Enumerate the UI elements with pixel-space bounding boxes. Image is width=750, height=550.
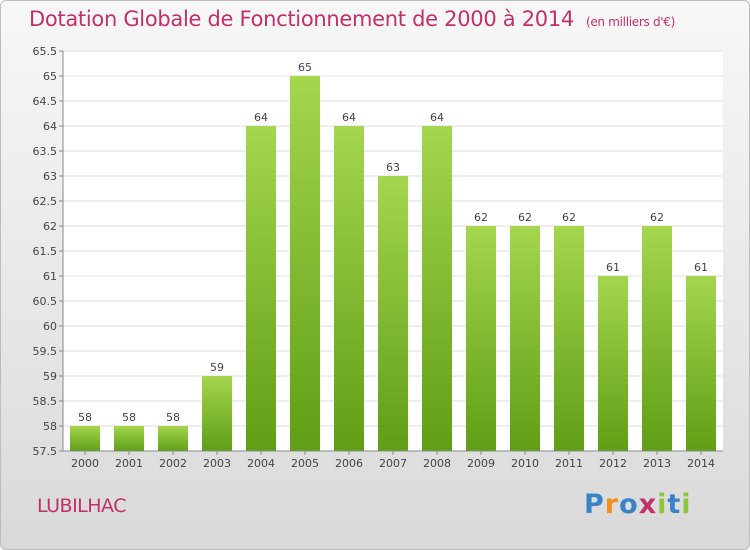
bar-2007	[378, 176, 408, 451]
bar-2006	[334, 126, 364, 451]
x-tick-label: 2006	[335, 457, 363, 470]
x-tick-label: 2008	[423, 457, 451, 470]
axes	[59, 50, 723, 455]
bar-2002	[158, 426, 188, 451]
y-tick-label: 58	[43, 420, 57, 433]
y-tick-label: 63	[43, 170, 57, 183]
x-tick-label: 2001	[115, 457, 143, 470]
y-tick-label: 65.5	[33, 45, 58, 58]
data-label: 64	[254, 111, 268, 124]
x-tick-label: 2003	[203, 457, 231, 470]
data-label: 62	[474, 211, 488, 224]
y-tick-label: 60	[43, 320, 57, 333]
chart-title: Dotation Globale de Fonctionnement de 20…	[29, 7, 675, 31]
x-tick-label: 2000	[71, 457, 99, 470]
y-tick-label: 60.5	[33, 295, 58, 308]
place-name: LUBILHAC	[37, 495, 127, 517]
bar-2004	[246, 126, 276, 451]
x-tick-label: 2002	[159, 457, 187, 470]
x-tick-label: 2005	[291, 457, 319, 470]
x-tick-labels: 2000 2001 2002 2003 2004 2005 2006 2007 2008 2009…	[71, 457, 715, 470]
x-tick-label: 2009	[467, 457, 495, 470]
x-tick-label: 2010	[511, 457, 539, 470]
x-tick-label: 2014	[687, 457, 715, 470]
x-tick-label: 2012	[599, 457, 627, 470]
data-label: 61	[606, 261, 620, 274]
bar-2014	[686, 276, 716, 451]
y-tick-label: 59	[43, 370, 57, 383]
chart-subtitle: (en milliers d'€)	[585, 15, 675, 29]
data-label: 59	[210, 361, 224, 374]
proxiti-logo[interactable]: Proxiti	[584, 489, 692, 520]
data-label: 63	[386, 161, 400, 174]
y-tick-label: 65	[43, 70, 57, 83]
data-label: 62	[562, 211, 576, 224]
y-tick-label: 59.5	[33, 345, 58, 358]
data-label: 58	[122, 411, 136, 424]
y-tick-labels: 57.5 58 58.5 59 59.5 60 60.5 61 61.5 62 62.5 63 63.5…	[33, 45, 58, 458]
x-tick-label: 2004	[247, 457, 275, 470]
y-tick-label: 61	[43, 270, 57, 283]
title-text: Dotation Globale de Fonctionnement de 20…	[29, 7, 574, 31]
x-tick-label: 2007	[379, 457, 407, 470]
data-label: 65	[298, 61, 312, 74]
bar-2000	[70, 426, 100, 451]
y-tick-label: 64	[43, 120, 57, 133]
bar-2005	[290, 76, 320, 451]
data-label: 58	[78, 411, 92, 424]
y-tick-label: 63.5	[33, 145, 58, 158]
data-label: 58	[166, 411, 180, 424]
bar-2012	[598, 276, 628, 451]
y-tick-label: 61.5	[33, 245, 58, 258]
bar-2009	[466, 226, 496, 451]
bar-2010	[510, 226, 540, 451]
y-tick-label: 57.5	[33, 445, 58, 458]
data-label: 64	[430, 111, 444, 124]
x-tick-label: 2013	[643, 457, 671, 470]
x-tick-label: 2011	[555, 457, 583, 470]
y-tick-label: 64.5	[33, 95, 58, 108]
bar-2011	[554, 226, 584, 451]
bars	[70, 76, 716, 451]
bar-2003	[202, 376, 232, 451]
bar-2013	[642, 226, 672, 451]
y-tick-label: 62.5	[33, 195, 58, 208]
bar-2008	[422, 126, 452, 451]
data-label: 64	[342, 111, 356, 124]
data-label: 62	[518, 211, 532, 224]
data-labels: 58 58 58 59 64 65 64 63 64 62 62 62 61 62 61	[78, 61, 708, 424]
bar-2001	[114, 426, 144, 451]
y-tick-label: 58.5	[33, 395, 58, 408]
data-label: 62	[650, 211, 664, 224]
y-tick-label: 62	[43, 220, 57, 233]
data-label: 61	[694, 261, 708, 274]
